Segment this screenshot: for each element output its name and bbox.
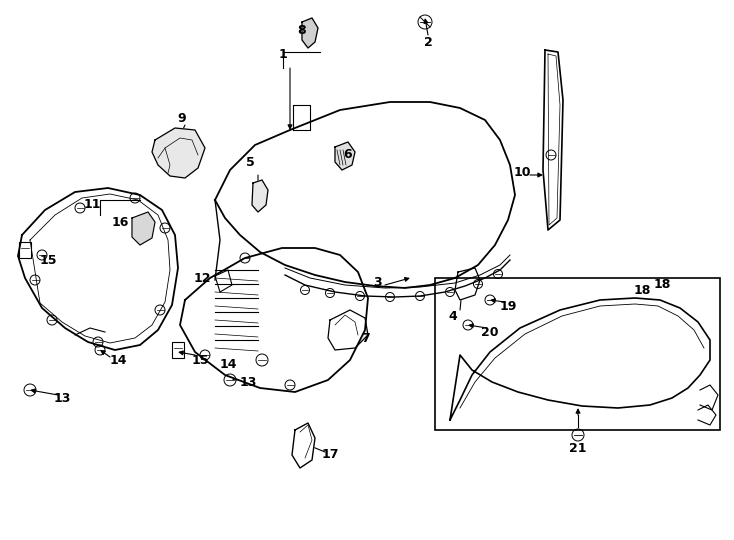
Text: 4: 4 [448, 309, 457, 322]
Text: 8: 8 [298, 24, 306, 37]
Text: 12: 12 [193, 272, 211, 285]
Text: 18: 18 [653, 279, 671, 292]
Text: 1: 1 [279, 49, 288, 62]
Text: 11: 11 [83, 199, 101, 212]
Text: 14: 14 [109, 354, 127, 367]
Text: 3: 3 [374, 275, 382, 288]
Text: 10: 10 [513, 165, 531, 179]
Polygon shape [328, 310, 368, 350]
Text: 18: 18 [633, 284, 650, 296]
Text: 14: 14 [219, 359, 237, 372]
Polygon shape [152, 128, 205, 178]
Text: 7: 7 [360, 332, 369, 345]
Polygon shape [335, 142, 355, 170]
Text: 5: 5 [246, 156, 255, 168]
Text: 17: 17 [321, 449, 339, 462]
Text: 13: 13 [239, 375, 257, 388]
Polygon shape [543, 50, 563, 230]
Text: 20: 20 [482, 326, 498, 339]
Text: 2: 2 [424, 36, 432, 49]
Polygon shape [132, 212, 155, 245]
Text: 13: 13 [54, 392, 70, 404]
Polygon shape [18, 188, 178, 350]
Bar [172, 342, 184, 358]
Polygon shape [302, 18, 318, 48]
Text: 15: 15 [39, 253, 57, 267]
Text: 19: 19 [499, 300, 517, 313]
Text: 6: 6 [344, 148, 352, 161]
Polygon shape [455, 268, 480, 300]
Text: 9: 9 [178, 111, 186, 125]
Text: 15: 15 [192, 354, 208, 367]
Polygon shape [180, 248, 368, 392]
Polygon shape [292, 423, 315, 468]
Text: 21: 21 [570, 442, 586, 455]
Polygon shape [252, 180, 268, 212]
Text: 16: 16 [112, 215, 128, 228]
Bar [435, 278, 720, 430]
Polygon shape [450, 298, 710, 420]
Bar [19, 242, 31, 258]
